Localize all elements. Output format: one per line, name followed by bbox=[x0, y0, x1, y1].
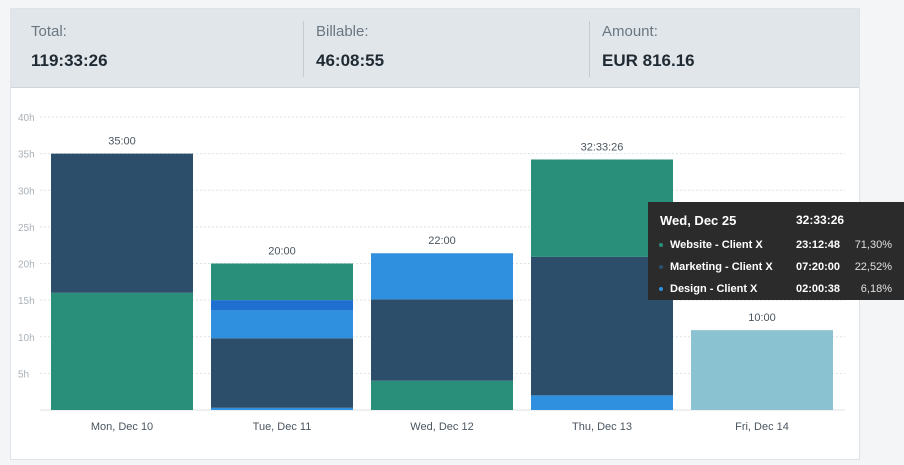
bar-segment bbox=[531, 395, 673, 410]
total-label: Total: bbox=[31, 23, 67, 40]
y-tick-label: 20h bbox=[18, 260, 35, 271]
bar-total-label: 22:00 bbox=[428, 235, 456, 247]
legend-dot bbox=[659, 243, 663, 247]
x-tick-label: Tue, Dec 11 bbox=[253, 421, 312, 433]
total-value: 119:33:26 bbox=[31, 51, 108, 70]
tooltip-date: Wed, Dec 25 bbox=[660, 213, 737, 228]
bar-segment bbox=[211, 407, 353, 410]
bar-segment bbox=[211, 300, 353, 311]
tooltip-project: Website - Client X bbox=[670, 239, 763, 251]
y-tick-label: 35h bbox=[18, 150, 35, 161]
bar-segment bbox=[51, 292, 193, 410]
bar-total-label: 20:00 bbox=[268, 246, 296, 258]
tooltip-row: Website - Client X 23:12:48 71,30% bbox=[648, 237, 904, 255]
tooltip-percent: 6,18% bbox=[860, 283, 892, 295]
y-tick-label: 40h bbox=[18, 113, 35, 124]
billable-label: Billable: bbox=[316, 23, 369, 40]
summary-divider bbox=[589, 21, 590, 77]
bar-segment bbox=[371, 380, 513, 410]
bar-segment bbox=[691, 330, 833, 410]
x-tick-label: Mon, Dec 10 bbox=[91, 421, 153, 433]
y-tick-label: 5h bbox=[18, 369, 29, 380]
bar-segment bbox=[211, 338, 353, 408]
amount-value: EUR 816.16 bbox=[602, 51, 695, 70]
billable-value: 46:08:55 bbox=[316, 51, 385, 70]
chart-tooltip: Wed, Dec 25 32:33:26 Website - Client X … bbox=[648, 202, 904, 300]
tooltip-project: Marketing - Client X bbox=[670, 261, 773, 273]
x-tick-label: Fri, Dec 14 bbox=[735, 421, 789, 433]
bar-segment bbox=[211, 263, 353, 301]
summary-bar: Total: 119:33:26 Billable: 46:08:55 Amou… bbox=[11, 9, 859, 88]
tooltip-total: 32:33:26 bbox=[796, 213, 845, 227]
y-tick-label: 25h bbox=[18, 223, 35, 234]
tooltip-time: 23:12:48 bbox=[796, 239, 841, 251]
bar-total-label: 35:00 bbox=[108, 136, 136, 148]
bar-segment bbox=[211, 310, 353, 339]
bar-segment bbox=[51, 153, 193, 293]
tooltip-row: Design - Client X 02:00:38 6,18% bbox=[648, 281, 904, 299]
legend-dot bbox=[659, 265, 663, 269]
amount-label: Amount: bbox=[602, 23, 658, 40]
x-tick-label: Thu, Dec 13 bbox=[572, 421, 632, 433]
y-tick-label: 30h bbox=[18, 186, 35, 197]
legend-dot bbox=[659, 287, 663, 291]
tooltip-percent: 71,30% bbox=[854, 239, 892, 251]
x-tick-label: Wed, Dec 12 bbox=[410, 421, 473, 433]
bar-segment bbox=[371, 253, 513, 300]
tooltip-time: 02:00:38 bbox=[796, 283, 841, 295]
tooltip-row: Marketing - Client X 07:20:00 22,52% bbox=[648, 259, 904, 277]
summary-divider bbox=[303, 21, 304, 77]
bar-total-label: 10:00 bbox=[748, 312, 776, 324]
tooltip-project: Design - Client X bbox=[670, 283, 758, 295]
y-tick-label: 10h bbox=[18, 333, 35, 344]
tooltip-percent: 22,52% bbox=[854, 261, 892, 273]
y-tick-label: 15h bbox=[18, 296, 35, 307]
bar-total-label: 32:33:26 bbox=[581, 141, 624, 153]
tooltip-time: 07:20:00 bbox=[796, 261, 841, 273]
bar-segment bbox=[371, 299, 513, 381]
